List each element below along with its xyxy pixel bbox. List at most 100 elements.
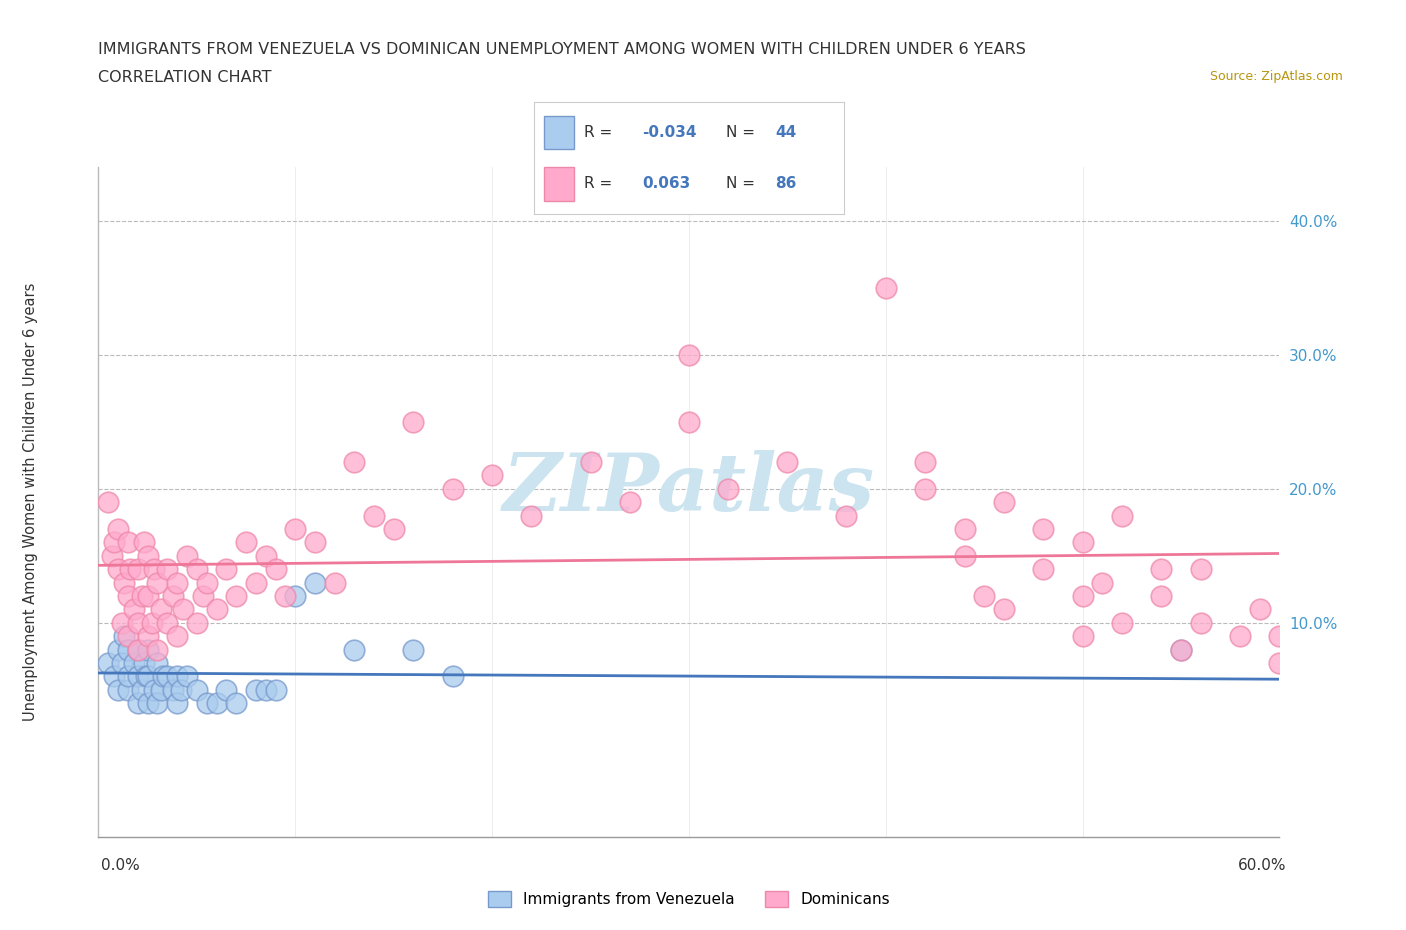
Text: -0.034: -0.034 [643, 125, 697, 140]
Point [186, 616, 208, 631]
Point [146, 642, 169, 657]
Point [117, 629, 139, 644]
Point [245, 683, 267, 698]
Point [205, 696, 228, 711]
Point [162, 683, 184, 698]
Point [112, 575, 135, 590]
Point [284, 522, 307, 537]
Point [717, 482, 740, 497]
Point [127, 642, 149, 657]
Point [127, 642, 149, 657]
Point [1091, 575, 1114, 590]
Point [875, 281, 897, 296]
Point [166, 696, 188, 711]
Text: R =: R = [583, 125, 612, 140]
Point [776, 455, 799, 470]
Point [132, 535, 155, 550]
Point [520, 508, 543, 523]
Point [107, 642, 129, 657]
Text: ZIPatlas: ZIPatlas [503, 450, 875, 527]
Point [136, 549, 159, 564]
Point [835, 508, 858, 523]
Point [131, 589, 153, 604]
Point [136, 589, 159, 604]
Point [1170, 642, 1192, 657]
Point [150, 683, 173, 698]
Text: 44: 44 [776, 125, 797, 140]
Point [304, 575, 326, 590]
Text: N =: N = [725, 125, 755, 140]
Point [162, 589, 184, 604]
Point [136, 696, 159, 711]
Point [245, 575, 267, 590]
Point [1268, 629, 1291, 644]
Point [107, 562, 129, 577]
Point [136, 642, 159, 657]
Point [170, 683, 193, 698]
Point [112, 629, 135, 644]
Point [205, 602, 228, 617]
Point [156, 562, 179, 577]
Point [1032, 522, 1054, 537]
Point [579, 455, 602, 470]
Point [156, 669, 179, 684]
Point [264, 562, 287, 577]
Point [1249, 602, 1271, 617]
Point [1071, 629, 1094, 644]
Point [215, 683, 238, 698]
Point [619, 495, 641, 510]
Text: 86: 86 [776, 177, 797, 192]
Point [166, 629, 188, 644]
Point [254, 549, 277, 564]
Point [107, 683, 129, 698]
Point [914, 455, 936, 470]
Point [973, 589, 995, 604]
Text: Source: ZipAtlas.com: Source: ZipAtlas.com [1209, 70, 1343, 83]
Point [150, 602, 173, 617]
Point [166, 669, 188, 684]
Point [1071, 589, 1094, 604]
Point [678, 348, 700, 363]
Point [146, 575, 169, 590]
Point [235, 535, 257, 550]
Point [111, 616, 134, 631]
Point [343, 642, 366, 657]
Point [97, 656, 120, 671]
Point [215, 562, 238, 577]
Point [1150, 562, 1173, 577]
Point [1032, 562, 1054, 577]
Point [117, 683, 139, 698]
Text: IMMIGRANTS FROM VENEZUELA VS DOMINICAN UNEMPLOYMENT AMONG WOMEN WITH CHILDREN UN: IMMIGRANTS FROM VENEZUELA VS DOMINICAN U… [98, 42, 1026, 57]
Point [323, 575, 346, 590]
Point [111, 656, 134, 671]
Point [1189, 616, 1212, 631]
Text: R =: R = [583, 177, 612, 192]
Point [142, 683, 165, 698]
Point [1189, 562, 1212, 577]
Point [103, 535, 125, 550]
Point [481, 468, 503, 483]
Point [304, 535, 326, 550]
Point [993, 495, 1015, 510]
Point [343, 455, 366, 470]
Point [152, 669, 174, 684]
Point [1229, 629, 1251, 644]
Point [146, 696, 169, 711]
Text: 0.063: 0.063 [643, 177, 690, 192]
Point [127, 562, 149, 577]
Point [993, 602, 1015, 617]
Point [141, 616, 163, 631]
Point [225, 696, 247, 711]
Point [254, 683, 277, 698]
Point [146, 656, 169, 671]
Point [914, 482, 936, 497]
Text: CORRELATION CHART: CORRELATION CHART [98, 70, 271, 85]
Legend: Immigrants from Venezuela, Dominicans: Immigrants from Venezuela, Dominicans [482, 884, 896, 913]
Text: N =: N = [725, 177, 755, 192]
Point [1170, 642, 1192, 657]
Point [191, 589, 214, 604]
Point [172, 602, 194, 617]
Point [127, 696, 149, 711]
Point [1111, 508, 1133, 523]
Point [176, 549, 198, 564]
